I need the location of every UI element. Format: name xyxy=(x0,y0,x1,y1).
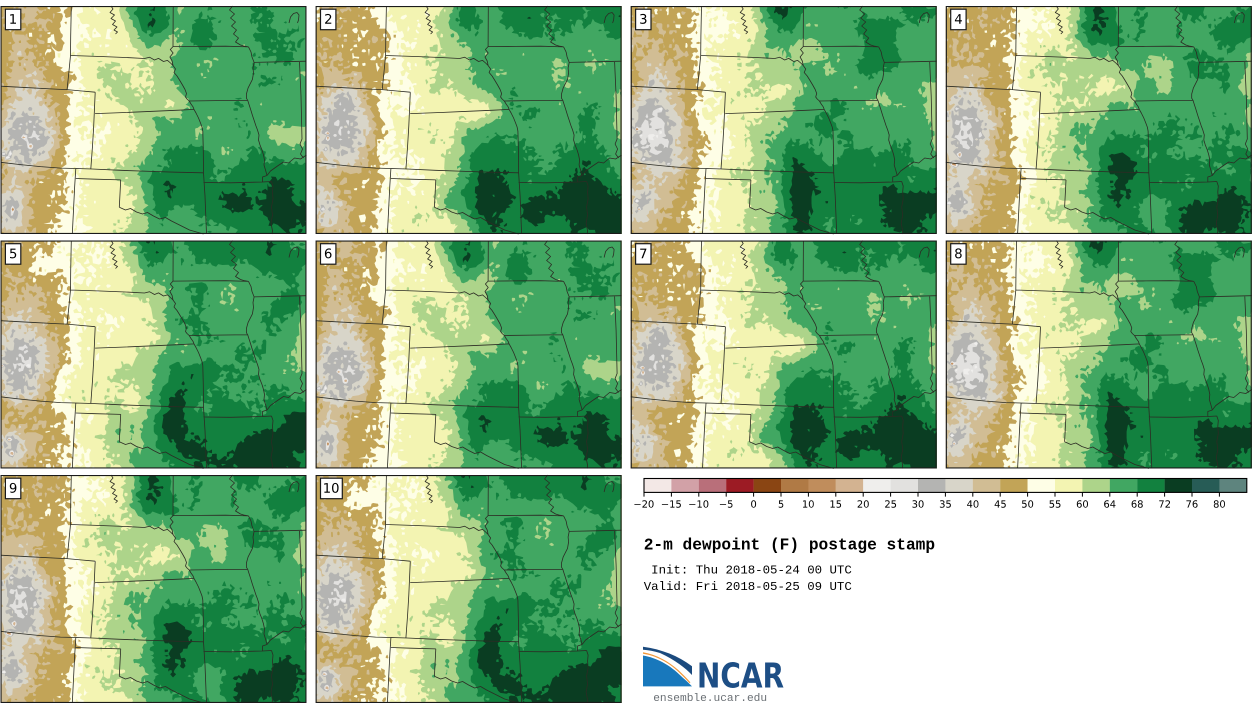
svg-text:Valid: Fri 2018-05-25 09 UTC: Valid: Fri 2018-05-25 09 UTC xyxy=(644,580,852,594)
svg-text:Init: Thu 2018-05-24 00 UTC: Init: Thu 2018-05-24 00 UTC xyxy=(644,564,852,578)
svg-text:2-m dewpoint (F) postage stamp: 2-m dewpoint (F) postage stamp xyxy=(644,536,935,554)
svg-text:ensemble.ucar.edu: ensemble.ucar.edu xyxy=(653,693,767,703)
